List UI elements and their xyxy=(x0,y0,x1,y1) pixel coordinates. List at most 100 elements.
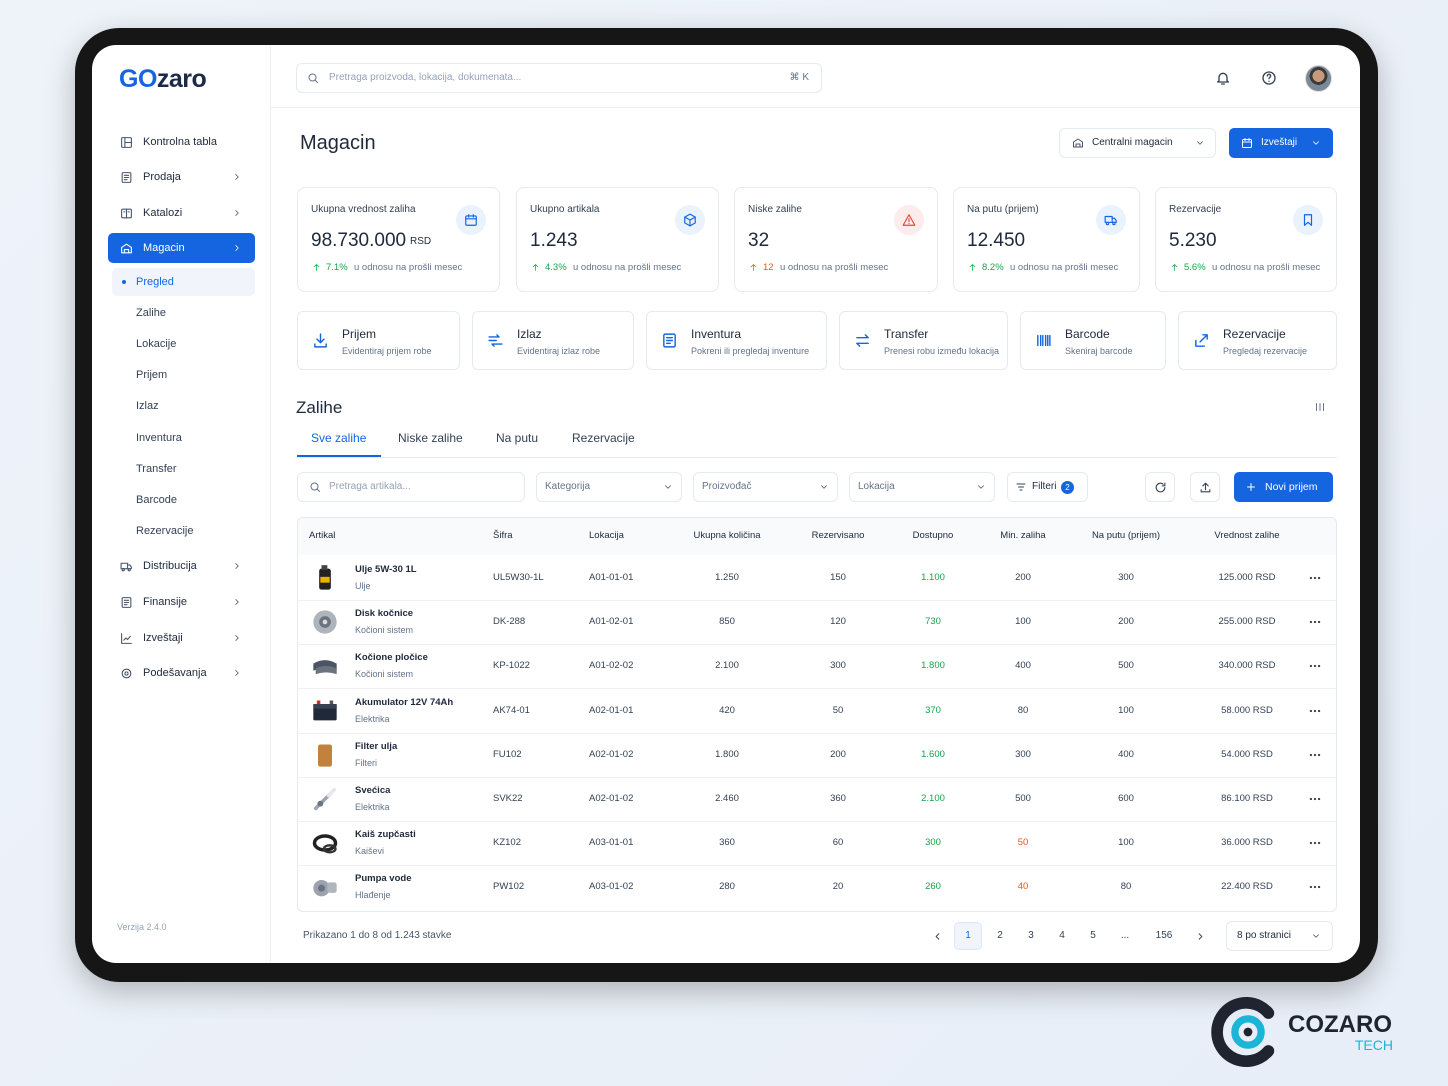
action-icon xyxy=(855,333,869,347)
filters-label[interactable]: Filteri xyxy=(1032,481,1057,492)
new-label[interactable]: Novi prijem xyxy=(1265,481,1318,493)
menu-label[interactable]: Distribucija xyxy=(143,560,197,572)
action-title[interactable]: Prijem xyxy=(342,327,377,341)
kpi-icon xyxy=(465,214,477,226)
kpi-card xyxy=(1155,187,1337,292)
page-number[interactable]: 2 xyxy=(997,930,1003,941)
pagination-summary: Prikazano 1 do 8 od 1.243 stavke xyxy=(303,930,452,941)
tab[interactable]: Na putu xyxy=(496,431,539,445)
dropdown-chevron xyxy=(821,485,827,489)
menu-icon xyxy=(120,208,132,218)
filters-count: 2 xyxy=(1065,482,1070,492)
submenu-label[interactable]: Izlaz xyxy=(136,400,159,413)
filter-dropdown-label: Proizvođač xyxy=(702,481,752,492)
row-menu xyxy=(1309,709,1321,712)
filter-dropdown[interactable] xyxy=(849,472,995,502)
filter-dropdown[interactable] xyxy=(536,472,682,502)
row-menu xyxy=(1309,797,1321,801)
cell-transit: 300 xyxy=(1118,572,1134,583)
cell-reserved: 150 xyxy=(830,572,846,583)
version: Verzija 2.4.0 xyxy=(117,922,167,932)
action-title[interactable]: Transfer xyxy=(884,327,929,341)
product-image xyxy=(318,744,332,767)
cell-value: 22.400 RSD xyxy=(1221,881,1273,893)
kpi-icon xyxy=(1303,214,1313,226)
per-page-chevron xyxy=(1313,934,1319,938)
menu-label[interactable]: Prodaja xyxy=(143,171,181,183)
kpi-icon xyxy=(902,214,916,226)
page-number[interactable]: ... xyxy=(1120,930,1130,941)
refresh-button[interactable] xyxy=(1145,472,1175,502)
page-number[interactable]: 156 xyxy=(1155,930,1173,941)
action-card[interactable] xyxy=(1020,311,1166,370)
cell-total: 850 xyxy=(719,616,735,628)
kpi-label: Ukupno artikala xyxy=(530,204,600,215)
watermark-brand: COZARO xyxy=(1288,1011,1392,1038)
submenu-label[interactable]: Pregled xyxy=(136,276,174,288)
submenu-label[interactable]: Prijem xyxy=(136,369,168,382)
menu-chevron xyxy=(235,635,239,641)
table-search[interactable] xyxy=(297,472,525,502)
tabs-divider xyxy=(297,457,1337,458)
avatar[interactable] xyxy=(1305,65,1332,92)
tab[interactable]: Niske zalihe xyxy=(398,431,463,445)
tab-underline xyxy=(297,455,381,457)
cell-code: FU102 xyxy=(493,748,522,760)
submenu-label[interactable]: Lokacije xyxy=(136,338,177,351)
menu-label[interactable]: Podešavanja xyxy=(143,667,207,679)
row-menu xyxy=(1309,576,1321,580)
product-image xyxy=(319,565,331,590)
menu-item-active[interactable] xyxy=(108,233,255,263)
page-number[interactable]: 3 xyxy=(1028,930,1034,941)
cell-value: 58.000 RSD xyxy=(1221,704,1273,716)
tab[interactable]: Rezervacije xyxy=(572,431,635,445)
kpi-icon xyxy=(684,213,696,227)
action-card[interactable] xyxy=(297,311,460,370)
menu-label[interactable]: Finansije xyxy=(143,596,188,608)
page-active[interactable] xyxy=(954,922,982,950)
action-title[interactable]: Rezervacije xyxy=(1223,327,1286,341)
menu-label[interactable]: Katalozi xyxy=(143,207,183,219)
action-card[interactable] xyxy=(1178,311,1337,370)
submenu-label[interactable]: Inventura xyxy=(136,431,182,444)
action-title[interactable]: Izlaz xyxy=(517,327,542,341)
reports-label[interactable]: Izveštaji xyxy=(1261,137,1298,148)
submenu-label[interactable]: Barcode xyxy=(136,493,177,506)
action-card[interactable] xyxy=(839,311,1008,370)
cell-location: A01-02-01 xyxy=(589,616,634,628)
submenu-active[interactable] xyxy=(112,268,255,296)
column-header: Na putu (prijem) xyxy=(1091,530,1161,541)
page-number[interactable]: 5 xyxy=(1090,930,1096,941)
product-name: Ulje 5W-30 1L xyxy=(355,564,417,575)
cell-min: 400 xyxy=(1015,660,1031,672)
submenu-label[interactable]: Rezervacije xyxy=(136,524,194,537)
filter-dropdown[interactable] xyxy=(693,472,838,502)
tab[interactable]: Sve zalihe xyxy=(311,431,367,445)
action-card[interactable] xyxy=(472,311,634,370)
kpi-value: 98.730.000 xyxy=(311,229,407,251)
product-name: Filter ulja xyxy=(355,740,398,752)
submenu-label[interactable]: Transfer xyxy=(136,462,177,475)
menu-icon xyxy=(121,668,131,678)
menu-label[interactable]: Izveštaji xyxy=(143,632,183,644)
reports-button[interactable] xyxy=(1229,128,1333,158)
menu-label[interactable]: Kontrolna tabla xyxy=(143,136,217,148)
action-title[interactable]: Barcode xyxy=(1065,327,1110,341)
action-icon xyxy=(662,332,676,348)
search-box[interactable] xyxy=(296,63,822,93)
cell-code: KZ102 xyxy=(493,837,521,849)
action-title[interactable]: Inventura xyxy=(691,327,742,341)
product-image xyxy=(313,700,337,720)
cell-total: 280 xyxy=(719,881,735,893)
warehouse-select[interactable] xyxy=(1059,128,1216,158)
submenu-label[interactable]: Zalihe xyxy=(136,307,166,320)
menu-label[interactable]: Magacin xyxy=(143,242,185,254)
kpi-value: 32 xyxy=(748,229,770,251)
action-card[interactable] xyxy=(646,311,827,370)
kpi-label: Ukupna vrednost zaliha xyxy=(311,204,416,215)
page-number[interactable]: 1 xyxy=(965,930,971,941)
kpi-change: 8.2% xyxy=(982,262,1004,273)
cell-transit: 600 xyxy=(1118,793,1134,804)
page-number[interactable]: 4 xyxy=(1059,930,1065,941)
kpi-value: 12.450 xyxy=(967,229,1026,251)
